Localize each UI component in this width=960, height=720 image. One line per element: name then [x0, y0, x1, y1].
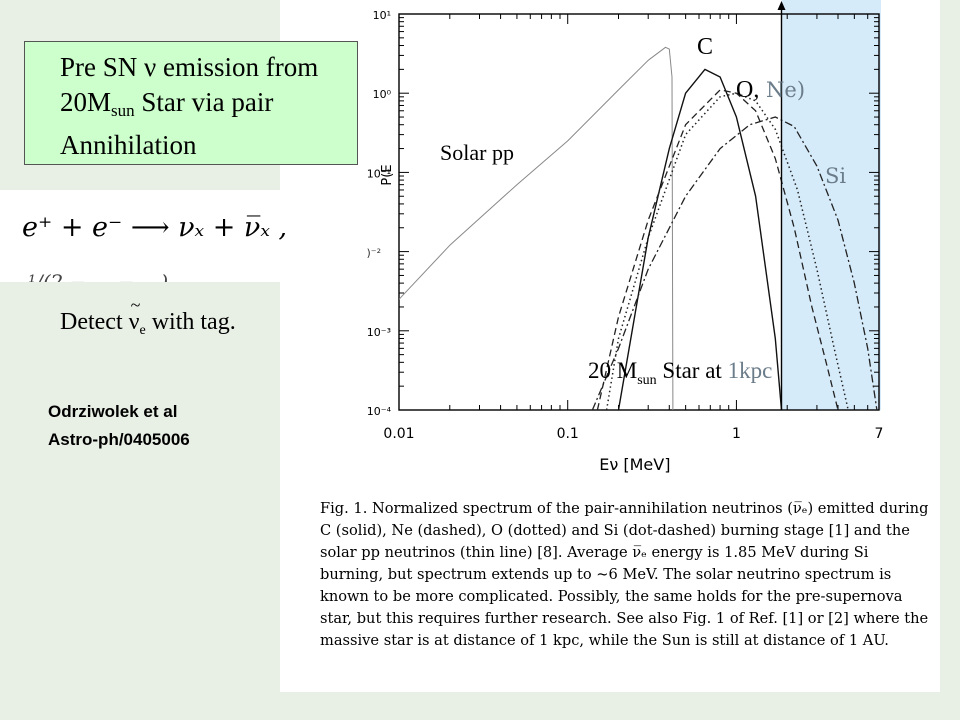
reference-authors: Odrziwolek et al — [48, 402, 178, 421]
series-si — [591, 116, 878, 410]
equation-fragment: ¹/(2 − ... − ...) ... — [28, 270, 194, 282]
title-line-2-rest: Star via pair — [134, 87, 274, 117]
detect-nu-sub: e — [139, 323, 146, 338]
equation-panel — [0, 190, 360, 282]
y-tick-label: 10⁻⁴ — [367, 405, 392, 418]
label-si: Si — [825, 164, 846, 188]
spectrum-chart: 0.01 0.1 1 7 10⁻⁴ 10⁻³ )⁻² 10⁻¹ 10⁰ 10¹ Eν [MeV] P(… — [366, 0, 884, 474]
average-energy-arrowhead — [777, 1, 786, 10]
reference-id: Astro-ph/0405006 — [48, 430, 190, 449]
label-star-part-0: 20 M — [588, 358, 637, 383]
x-tick-label: 0.1 — [557, 426, 579, 442]
label-star-part-2: Star at — [657, 358, 728, 383]
slide-title-box: Pre SN ν emission from 20Msun Star via p… — [24, 41, 358, 165]
y-tick-label: 10⁰ — [373, 88, 392, 101]
y-tick-label-partial: )⁻² — [366, 247, 381, 260]
title-mass-sub: sun — [111, 101, 135, 120]
x-axis-label: Eν [MeV] — [599, 455, 670, 474]
label-solar-pp: Solar pp — [440, 140, 514, 165]
series-ne — [596, 89, 839, 410]
title-line-2: 20Msun Star via pair — [60, 85, 357, 128]
plot-frame — [398, 13, 880, 411]
detect-nu: ν — [128, 309, 140, 335]
label-star-part-1: sun — [637, 373, 656, 388]
detect-suffix: with tag. — [145, 309, 236, 335]
reference: Odrziwolek et al Astro-ph/0405006 — [48, 398, 190, 454]
detect-prefix: Detect — [60, 309, 129, 335]
antineutrino-symbol: ν — [128, 295, 141, 336]
slide-margin — [940, 0, 960, 720]
figure-caption: Fig. 1. Normalized spectrum of the pair-… — [320, 500, 929, 649]
title-line-1: Pre SN ν emission from — [60, 52, 319, 82]
y-tick-label: 10¹ — [373, 9, 391, 22]
label-star-distance: 20 Msun Star at 1kpc — [588, 358, 772, 388]
label-c: C — [697, 34, 713, 60]
label-o-ne: O, Ne) — [736, 77, 805, 103]
x-tick-label: 0.01 — [383, 426, 414, 442]
title-mass: 20M — [60, 87, 112, 117]
label-star-part-3: 1kpc — [728, 358, 773, 383]
label-ne: Ne) — [759, 78, 805, 102]
detect-text: Detect νe with tag. — [60, 295, 236, 339]
x-tick-label: 1 — [732, 426, 741, 442]
y-axis-label: P(E — [380, 164, 395, 185]
series-o — [605, 92, 849, 410]
pair-annihilation-equation: e⁺ + e⁻ ⟶ νₓ + ν̅ₓ , — [22, 212, 288, 243]
title-line-3: Annihilation — [60, 130, 197, 160]
label-o: O, — [736, 77, 759, 103]
series-solar-pp — [399, 46, 674, 410]
si-energy-band — [781, 0, 881, 410]
y-tick-label: 10⁻¹ — [367, 167, 391, 180]
x-tick-label: 7 — [875, 426, 884, 442]
y-tick-label: 10⁻³ — [367, 326, 391, 339]
